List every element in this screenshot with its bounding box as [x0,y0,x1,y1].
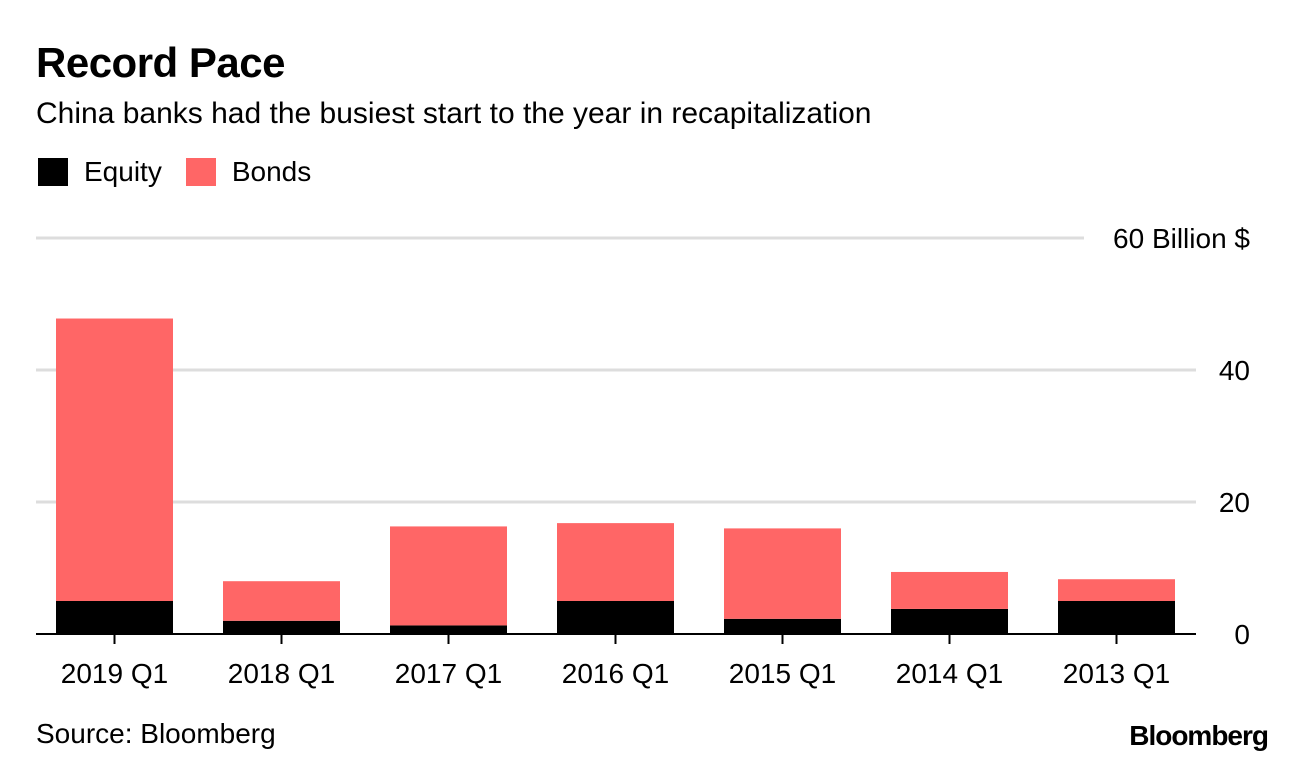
chart-title: Record Pace [36,39,285,86]
x-tick-label-2017-q1: 2017 Q1 [395,658,502,689]
legend-swatch-bonds [185,158,216,186]
bar-equity-2018-q1 [223,620,340,634]
x-tick-label-2013-q1: 2013 Q1 [1063,658,1170,689]
legend-item-equity: Equity [38,156,162,188]
source-note: Source: Bloomberg [36,718,276,749]
bar-equity-2014-q1 [891,608,1008,634]
legend-label-equity: Equity [84,156,162,187]
x-tick-label-2016-q1: 2016 Q1 [562,658,669,689]
bar-equity-2013-q1 [1058,601,1175,634]
bloomberg-logo: Bloomberg [1129,720,1269,751]
x-tick-label-2018-q1: 2018 Q1 [228,658,335,689]
legend-label-bonds: Bonds [231,156,312,187]
y-tick-label-0: 0 [1234,619,1250,650]
x-tick-label-2015-q1: 2015 Q1 [729,658,836,689]
bar-bonds-2018-q1 [223,581,340,621]
chart-subtitle: China banks had the busiest start to the… [36,97,872,130]
bar-equity-2019-q1 [56,601,173,634]
y-tick-label-40: 40 [1219,355,1250,386]
bar-bonds-2015-q1 [724,528,841,619]
x-tick-label-2014-q1: 2014 Q1 [896,658,1003,689]
bar-equity-2015-q1 [724,618,841,634]
legend: Equity Bonds [38,156,335,188]
bar-bonds-2013-q1 [1058,579,1175,601]
legend-swatch-equity [38,158,68,186]
legend-item-bonds: Bonds [185,156,312,188]
bar-bonds-2017-q1 [390,526,507,626]
bar-bonds-2016-q1 [557,523,674,601]
bar-equity-2017-q1 [390,625,507,634]
bar-equity-2016-q1 [557,601,674,634]
y-tick-label-60: 60 Billion $ [1113,223,1250,254]
y-tick-label-20: 20 [1219,487,1250,518]
bar-bonds-2014-q1 [891,571,1008,609]
bar-bonds-2019-q1 [56,318,173,601]
x-tick-label-2019-q1: 2019 Q1 [61,658,168,689]
